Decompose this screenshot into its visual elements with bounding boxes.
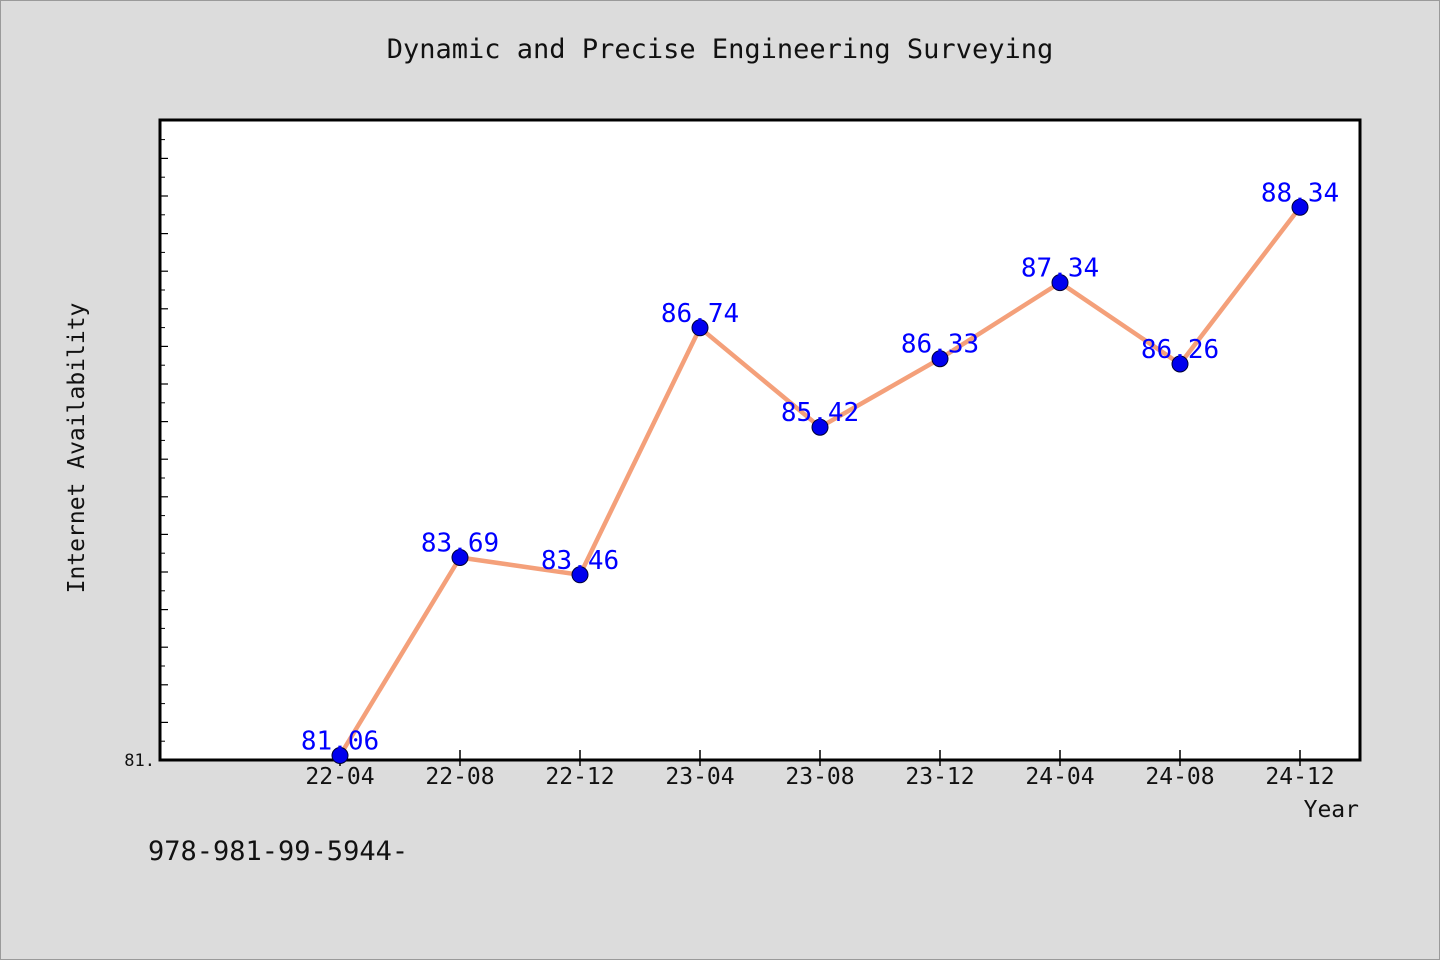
y-axis-label: Internet Availability xyxy=(64,303,90,594)
x-tick-label: 22-12 xyxy=(545,764,614,790)
chart-title: Dynamic and Precise Engineering Surveyin… xyxy=(386,34,1054,65)
footer-code: 978-981-99-5944- xyxy=(148,836,409,867)
data-point xyxy=(931,350,949,368)
x-tick-label: 23-12 xyxy=(905,764,974,790)
data-label: 88.34 xyxy=(1261,178,1339,208)
data-point xyxy=(1051,274,1069,292)
data-label: 83.69 xyxy=(421,529,499,559)
data-point xyxy=(331,747,349,764)
x-axis-label: Year xyxy=(1304,797,1359,823)
data-point xyxy=(811,418,829,436)
data-point xyxy=(1291,198,1309,216)
x-tick-label: 23-08 xyxy=(785,764,854,790)
data-label: 86.74 xyxy=(661,299,739,329)
data-label: 86.33 xyxy=(901,330,979,360)
x-tick-label: 24-12 xyxy=(1265,764,1334,790)
data-label: 86.26 xyxy=(1141,335,1219,365)
data-label: 81.06 xyxy=(301,727,379,757)
x-axis-tick-labels: 22-04 22-08 22-12 23-04 23-08 23-12 24-04 24-08… xyxy=(305,764,1334,790)
data-labels: 81.06 83.69 83.46 86.74 85.42 86.33 87.34 86.26… xyxy=(301,178,1339,756)
x-tick-label: 24-04 xyxy=(1025,764,1094,790)
data-label: 83.46 xyxy=(541,546,619,576)
data-point xyxy=(451,549,469,566)
x-tick-label: 22-04 xyxy=(305,764,374,790)
data-point xyxy=(1171,355,1189,373)
x-tick-label: 24-08 xyxy=(1145,764,1214,790)
plot-area xyxy=(158,118,1362,762)
x-tick-label: 22-08 xyxy=(425,764,494,790)
y-tick-label: 81. xyxy=(124,751,155,771)
x-tick-label: 23-04 xyxy=(665,764,734,790)
y-axis-ticks xyxy=(160,139,168,742)
data-point xyxy=(571,566,589,584)
data-label: 85.42 xyxy=(781,398,859,428)
data-point xyxy=(691,319,709,337)
data-label: 87.34 xyxy=(1021,254,1099,284)
series-markers xyxy=(331,198,1309,764)
